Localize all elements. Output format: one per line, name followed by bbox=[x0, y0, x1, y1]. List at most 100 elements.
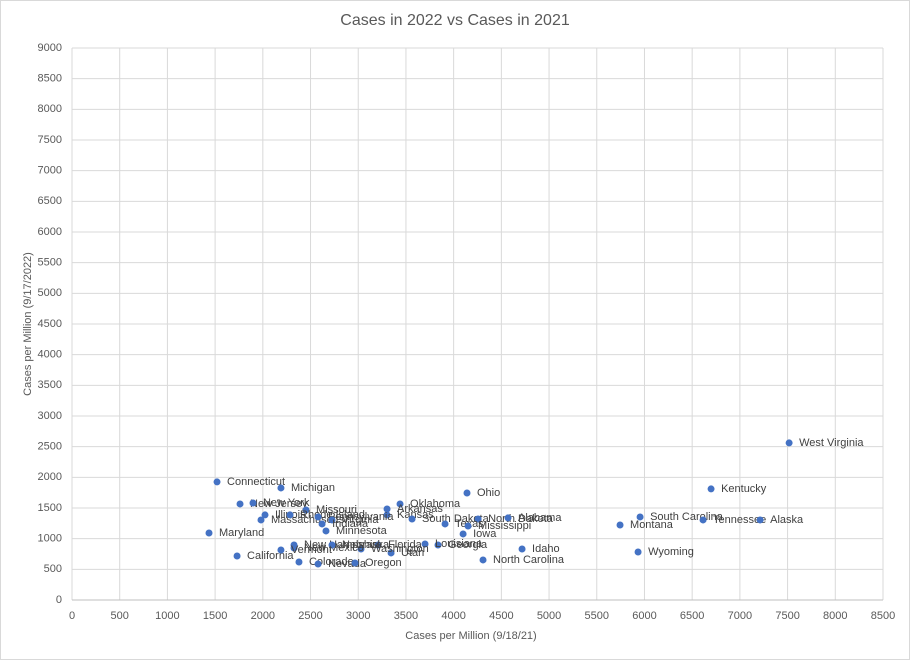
point bbox=[213, 478, 221, 486]
y-tick-label: 6500 bbox=[38, 195, 62, 207]
point bbox=[383, 505, 391, 513]
x-tick-label: 4000 bbox=[441, 610, 465, 622]
point-label: Mississippi bbox=[478, 520, 531, 532]
point-label: New Mexico bbox=[304, 542, 364, 554]
point bbox=[616, 521, 624, 529]
point bbox=[357, 545, 365, 553]
point-label: Oklahoma bbox=[410, 498, 461, 510]
point bbox=[421, 540, 429, 548]
point bbox=[302, 506, 310, 514]
point bbox=[328, 516, 336, 524]
x-tick-label: 6000 bbox=[632, 610, 656, 622]
point bbox=[463, 489, 471, 497]
point-label: Virginia bbox=[342, 514, 379, 526]
point bbox=[374, 541, 382, 549]
point bbox=[785, 439, 793, 447]
point-label: Pennsylvania bbox=[328, 511, 394, 523]
y-tick-label: 1000 bbox=[38, 533, 62, 545]
point-label: South Dakota bbox=[422, 513, 490, 525]
point bbox=[408, 515, 416, 523]
point-label: Ohio bbox=[477, 487, 500, 499]
y-tick-label: 4000 bbox=[38, 349, 62, 361]
point bbox=[277, 546, 285, 554]
y-tick-label: 8500 bbox=[38, 73, 62, 85]
point-label: Kentucky bbox=[721, 483, 767, 495]
point bbox=[277, 484, 285, 492]
point-label: Indiana bbox=[332, 518, 369, 530]
point bbox=[236, 500, 244, 508]
point bbox=[699, 516, 707, 524]
point-label: New Jersey bbox=[250, 498, 308, 510]
point bbox=[314, 560, 322, 568]
x-tick-label: 4500 bbox=[489, 610, 513, 622]
point-label: Missouri bbox=[316, 504, 357, 516]
point bbox=[233, 552, 241, 560]
x-tick-label: 3000 bbox=[346, 610, 370, 622]
point bbox=[314, 513, 322, 521]
point-label: Vermont bbox=[291, 544, 332, 556]
point-label: Iowa bbox=[473, 528, 497, 540]
point bbox=[351, 559, 359, 567]
y-tick-label: 500 bbox=[44, 563, 62, 575]
y-tick-label: 9000 bbox=[38, 42, 62, 54]
point bbox=[474, 515, 482, 523]
point-label: Michigan bbox=[291, 482, 335, 494]
point bbox=[318, 520, 326, 528]
point-label: Nevada bbox=[328, 558, 367, 570]
point-label: Alaska bbox=[770, 514, 804, 526]
chart-title: Cases in 2022 vs Cases in 2021 bbox=[340, 12, 570, 29]
point bbox=[441, 520, 449, 528]
x-tick-label: 7000 bbox=[728, 610, 752, 622]
point bbox=[257, 516, 265, 524]
point bbox=[636, 513, 644, 521]
point-label: Arkansas bbox=[397, 503, 443, 515]
x-tick-label: 6500 bbox=[680, 610, 704, 622]
point bbox=[290, 541, 298, 549]
y-tick-label: 5000 bbox=[38, 287, 62, 299]
point-label: North Dakota bbox=[488, 513, 554, 525]
point-label: Montana bbox=[630, 519, 674, 531]
point bbox=[434, 541, 442, 549]
point bbox=[396, 500, 404, 508]
point bbox=[249, 499, 257, 507]
point-label: Idaho bbox=[532, 543, 560, 555]
x-tick-label: 2000 bbox=[251, 610, 275, 622]
point-label: Minnesota bbox=[336, 525, 388, 537]
point-label: Alabama bbox=[518, 512, 562, 524]
point bbox=[286, 511, 294, 519]
x-tick-label: 0 bbox=[69, 610, 75, 622]
point-label: Tennessee bbox=[713, 514, 766, 526]
y-tick-label: 5500 bbox=[38, 257, 62, 269]
point bbox=[518, 545, 526, 553]
x-tick-label: 5000 bbox=[537, 610, 561, 622]
y-tick-label: 0 bbox=[56, 594, 62, 606]
point-label: New Hampshire bbox=[304, 539, 382, 551]
point bbox=[707, 485, 715, 493]
point-label: California bbox=[247, 550, 294, 562]
y-tick-label: 6000 bbox=[38, 226, 62, 238]
x-tick-label: 1500 bbox=[203, 610, 227, 622]
point-label: Nebraska bbox=[342, 539, 390, 551]
point-label: Florida bbox=[388, 539, 423, 551]
point-label: Utah bbox=[401, 547, 424, 559]
point-label: West Virginia bbox=[799, 437, 864, 449]
y-tick-label: 1500 bbox=[38, 502, 62, 514]
point bbox=[295, 558, 303, 566]
point-label: Georgia bbox=[448, 539, 488, 551]
point bbox=[387, 549, 395, 557]
y-tick-label: 7000 bbox=[38, 165, 62, 177]
point-label: Louisiana bbox=[435, 538, 483, 550]
x-tick-label: 1000 bbox=[155, 610, 179, 622]
point bbox=[328, 541, 336, 549]
y-tick-label: 4500 bbox=[38, 318, 62, 330]
x-tick-label: 5500 bbox=[585, 610, 609, 622]
y-tick-label: 3500 bbox=[38, 379, 62, 391]
point-label: Wyoming bbox=[648, 546, 694, 558]
point-label: Connecticut bbox=[227, 476, 285, 488]
point-label: Kansas bbox=[397, 509, 434, 521]
y-tick-label: 7500 bbox=[38, 134, 62, 146]
point-label: Oregon bbox=[365, 557, 402, 569]
y-axis-label: Cases per Million (9/17/2022) bbox=[22, 252, 34, 396]
